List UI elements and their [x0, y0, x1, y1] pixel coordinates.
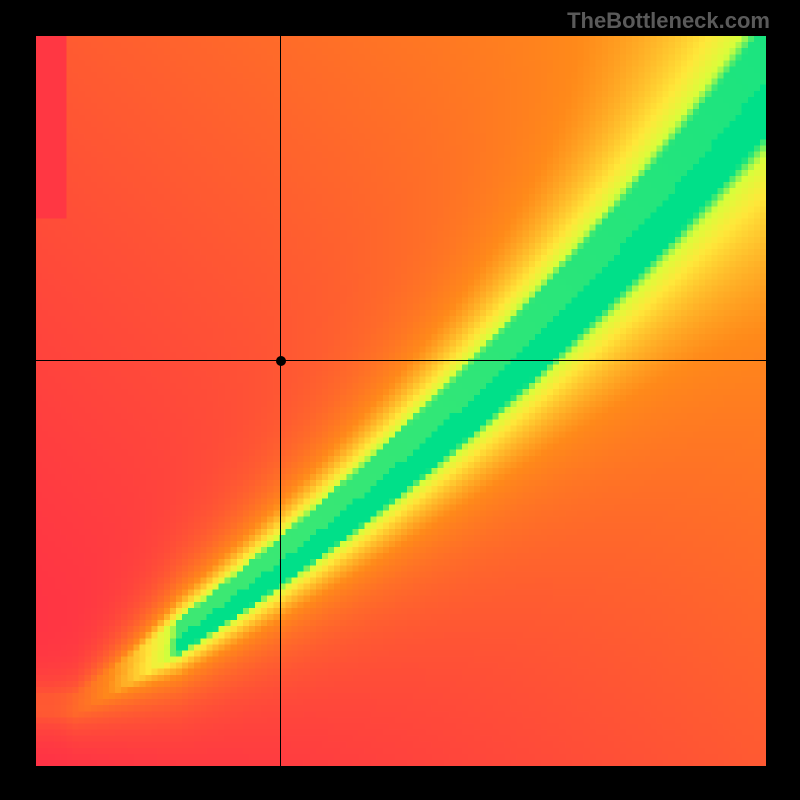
heatmap-canvas — [36, 36, 766, 766]
crosshair-horizontal — [36, 360, 766, 361]
crosshair-vertical — [280, 36, 281, 766]
watermark-text: TheBottleneck.com — [567, 8, 770, 34]
heatmap-plot — [36, 36, 766, 766]
crosshair-marker — [276, 356, 286, 366]
